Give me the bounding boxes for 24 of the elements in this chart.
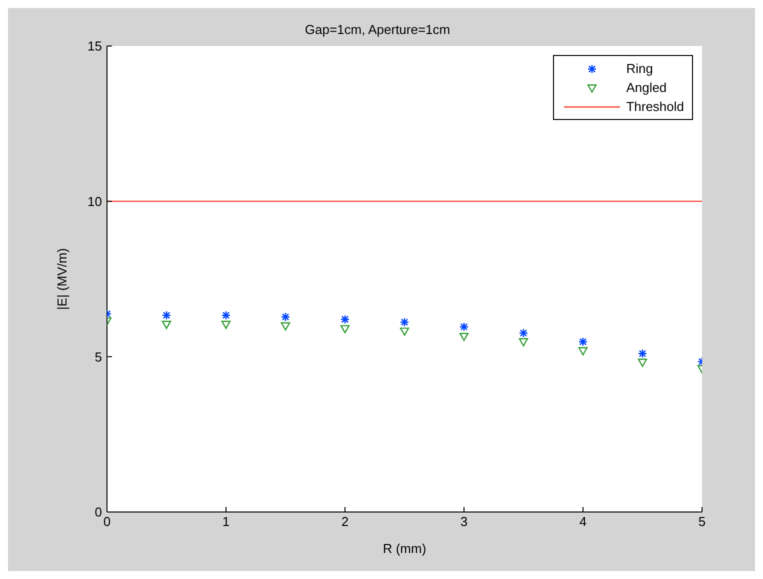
y-tick-label: 5 (94, 349, 102, 364)
legend-label: Angled (626, 80, 667, 95)
point (578, 347, 588, 356)
point (400, 328, 410, 336)
legend-label: Ring (626, 61, 653, 76)
point (162, 320, 172, 329)
x-tick-label: 2 (341, 514, 349, 530)
chart-title: Gap=1cm, Aperture=1cm (304, 22, 450, 37)
point (221, 320, 231, 329)
x-tick-label: 3 (460, 514, 468, 530)
x-tick-label: 1 (222, 514, 230, 530)
y-axis-title: |E| (MV/m) (54, 248, 70, 310)
x-tick-label: 5 (698, 514, 706, 530)
x-axis-title: R (mm) (382, 541, 426, 556)
point (280, 322, 290, 331)
point (518, 338, 528, 346)
legend-label: Threshold (626, 99, 684, 114)
y-tick-label: 10 (88, 194, 102, 209)
point (459, 332, 469, 342)
point (340, 325, 350, 334)
y-tick-label: 15 (88, 38, 102, 54)
x-tick-label: 4 (579, 514, 587, 530)
y-tick-label: 0 (94, 504, 102, 520)
point (638, 358, 648, 367)
